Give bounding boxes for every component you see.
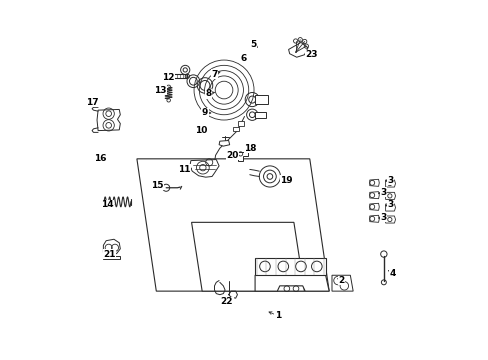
- Polygon shape: [103, 256, 120, 259]
- Text: 6: 6: [240, 54, 246, 63]
- Polygon shape: [255, 275, 328, 291]
- Polygon shape: [369, 192, 379, 199]
- Text: 3: 3: [380, 188, 386, 197]
- Polygon shape: [385, 192, 395, 199]
- Polygon shape: [137, 159, 328, 291]
- Text: 17: 17: [85, 98, 98, 107]
- Polygon shape: [385, 216, 395, 223]
- Polygon shape: [369, 179, 379, 186]
- Text: 7: 7: [211, 70, 217, 79]
- Polygon shape: [288, 42, 307, 57]
- Polygon shape: [331, 275, 352, 291]
- Polygon shape: [385, 180, 395, 187]
- Text: 9: 9: [202, 108, 208, 117]
- Text: 19: 19: [280, 176, 292, 185]
- Polygon shape: [369, 203, 379, 210]
- Polygon shape: [172, 74, 187, 78]
- Text: 21: 21: [103, 249, 116, 258]
- Polygon shape: [189, 159, 219, 177]
- Text: 15: 15: [151, 181, 163, 190]
- Text: 5: 5: [250, 40, 256, 49]
- Polygon shape: [103, 239, 120, 256]
- Text: 18: 18: [244, 144, 256, 153]
- Polygon shape: [97, 109, 120, 131]
- Text: 12: 12: [162, 73, 174, 82]
- FancyBboxPatch shape: [255, 112, 265, 118]
- FancyBboxPatch shape: [238, 121, 244, 126]
- Text: 4: 4: [389, 269, 395, 278]
- Text: 13: 13: [154, 86, 166, 95]
- Text: 11: 11: [178, 165, 190, 174]
- Text: 8: 8: [204, 89, 211, 98]
- Text: 1: 1: [274, 311, 281, 320]
- Text: 10: 10: [195, 126, 207, 135]
- FancyBboxPatch shape: [233, 127, 238, 131]
- Text: 22: 22: [220, 297, 233, 306]
- Text: 20: 20: [225, 151, 238, 160]
- Polygon shape: [191, 222, 304, 291]
- Text: 2: 2: [338, 276, 344, 285]
- Polygon shape: [233, 153, 247, 161]
- FancyBboxPatch shape: [255, 95, 268, 104]
- Polygon shape: [369, 215, 379, 222]
- Text: 23: 23: [305, 50, 317, 59]
- Polygon shape: [255, 258, 325, 275]
- Text: 16: 16: [94, 154, 106, 163]
- Text: 3: 3: [387, 200, 393, 209]
- Text: 3: 3: [380, 212, 386, 221]
- Text: 3: 3: [387, 176, 393, 185]
- Polygon shape: [219, 140, 229, 146]
- Polygon shape: [385, 204, 395, 211]
- Text: 14: 14: [101, 200, 114, 209]
